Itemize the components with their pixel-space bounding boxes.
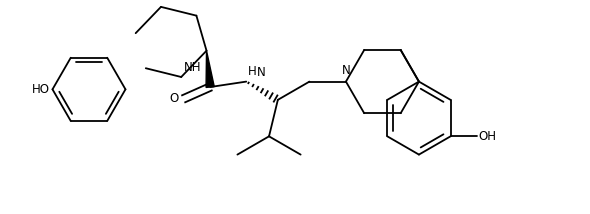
Text: N: N [342,64,350,77]
Text: NH: NH [184,61,202,74]
Text: N: N [257,66,266,79]
Text: O: O [170,92,179,105]
Text: OH: OH [478,130,496,143]
Polygon shape [206,51,214,88]
Text: HO: HO [31,83,50,96]
Text: H: H [247,65,256,78]
